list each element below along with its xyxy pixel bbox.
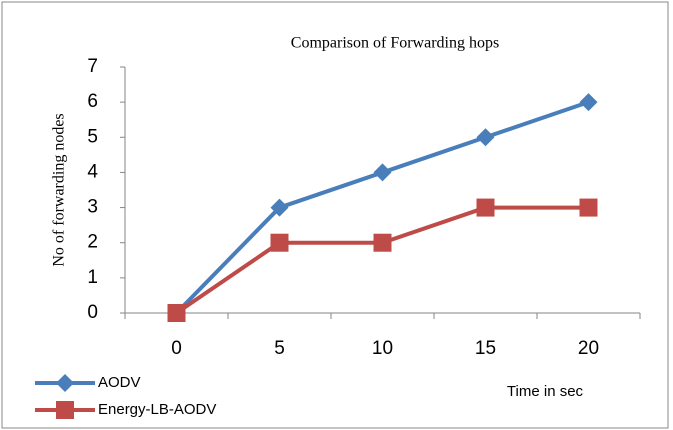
chart-title: Comparison of Forwarding hops — [291, 35, 499, 52]
data-point — [373, 163, 392, 182]
data-point — [476, 198, 495, 217]
x-tick-label: 0 — [171, 338, 182, 359]
data-point — [579, 198, 598, 217]
legend-marker — [56, 374, 74, 392]
x-tick-label: 5 — [274, 338, 285, 359]
data-point — [167, 304, 186, 322]
data-point — [270, 233, 289, 252]
x-tick-label: 10 — [372, 338, 393, 359]
y-tick-label: 1 — [87, 267, 98, 288]
y-tick-label: 0 — [87, 302, 98, 323]
data-point — [579, 93, 598, 112]
y-axis-label: No of forwarding nodes — [51, 113, 68, 266]
data-point — [270, 198, 289, 217]
y-tick-label: 3 — [87, 197, 98, 218]
data-point — [476, 128, 495, 147]
y-tick-label: 5 — [87, 126, 98, 147]
legend-marker — [56, 401, 74, 419]
x-axis-label: Time in sec — [507, 383, 584, 400]
legend-label: AODV — [98, 374, 141, 391]
data-point — [373, 233, 392, 252]
y-tick-label: 2 — [87, 232, 98, 253]
y-tick-label: 7 — [87, 56, 98, 77]
y-tick-label: 4 — [87, 161, 98, 182]
y-tick-label: 6 — [87, 91, 98, 112]
legend-label: Energy-LB-AODV — [98, 401, 216, 418]
x-tick-label: 15 — [475, 338, 496, 359]
x-tick-label: 20 — [578, 338, 599, 359]
